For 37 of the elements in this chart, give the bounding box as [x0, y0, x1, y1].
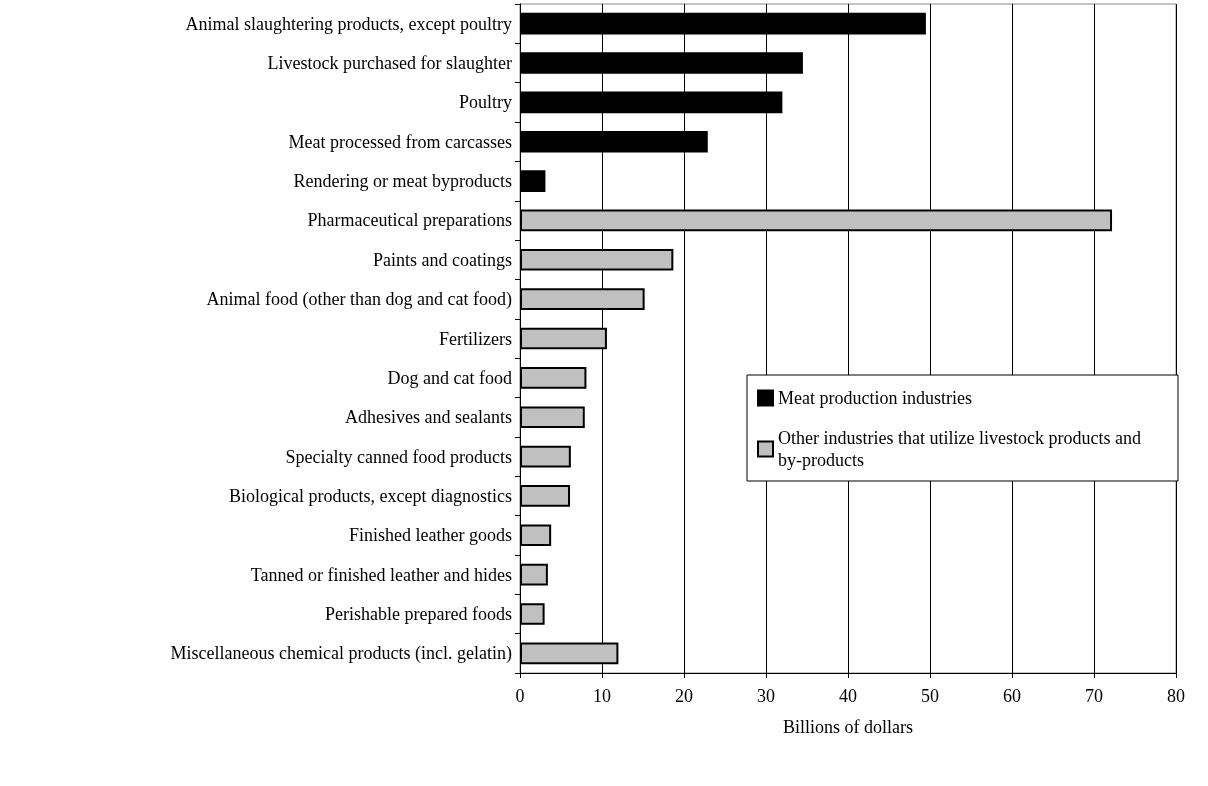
- bar: [520, 445, 571, 468]
- x-tick-label: 80: [1167, 686, 1185, 706]
- x-tick-label: 20: [675, 686, 693, 706]
- bar: [520, 563, 548, 586]
- y-tick-label: Miscellaneous chemical products (incl. gelatin): [170, 643, 512, 665]
- x-tick-label: 40: [839, 686, 857, 706]
- x-tick-label: 0: [515, 686, 525, 706]
- y-tick-label: Poultry: [458, 92, 512, 113]
- legend-label: Other industries that utilize livestock products and by-products: [778, 428, 1146, 470]
- bar: [520, 170, 546, 192]
- y-tick-label: Rendering or meat byproducts: [293, 171, 512, 192]
- y-tick-label: Animal slaughtering products, except poultry: [185, 13, 512, 34]
- y-tick-label: Animal food (other than dog and cat food): [206, 289, 512, 311]
- y-tick-label: Finished leather goods: [349, 525, 512, 546]
- y-tick-label: Pharmaceutical preparations: [307, 210, 512, 231]
- y-tick-label: Dog and cat food: [387, 367, 512, 388]
- bar: [520, 367, 587, 389]
- x-tick-label: 60: [1003, 686, 1021, 706]
- x-axis-title: Billions of dollars: [783, 717, 913, 737]
- x-tick-label: 70: [1085, 686, 1103, 706]
- y-tick-label: Adhesives and sealants: [345, 407, 512, 428]
- x-tick-label: 50: [921, 686, 939, 706]
- y-tick-label: Specialty canned food products: [285, 446, 512, 467]
- bar: [520, 485, 571, 507]
- y-tick-label: Paints and coatings: [373, 249, 512, 270]
- y-tick-label: Tanned or finished leather and hides: [250, 564, 512, 585]
- bar: [520, 603, 545, 625]
- legend-label: Meat production industries: [778, 388, 972, 408]
- x-tick-label: 10: [593, 686, 611, 706]
- y-tick-label: Biological products, except diagnostics: [229, 485, 512, 506]
- bar: [520, 406, 585, 429]
- y-tick-label: Fertilizers: [439, 328, 512, 349]
- bar: [520, 524, 552, 547]
- x-tick-label: 30: [757, 686, 775, 706]
- y-tick-label: Perishable prepared foods: [325, 603, 512, 624]
- y-tick-label: Livestock purchased for slaughter: [267, 53, 512, 74]
- y-tick-label: Meat processed from carcasses: [288, 131, 512, 152]
